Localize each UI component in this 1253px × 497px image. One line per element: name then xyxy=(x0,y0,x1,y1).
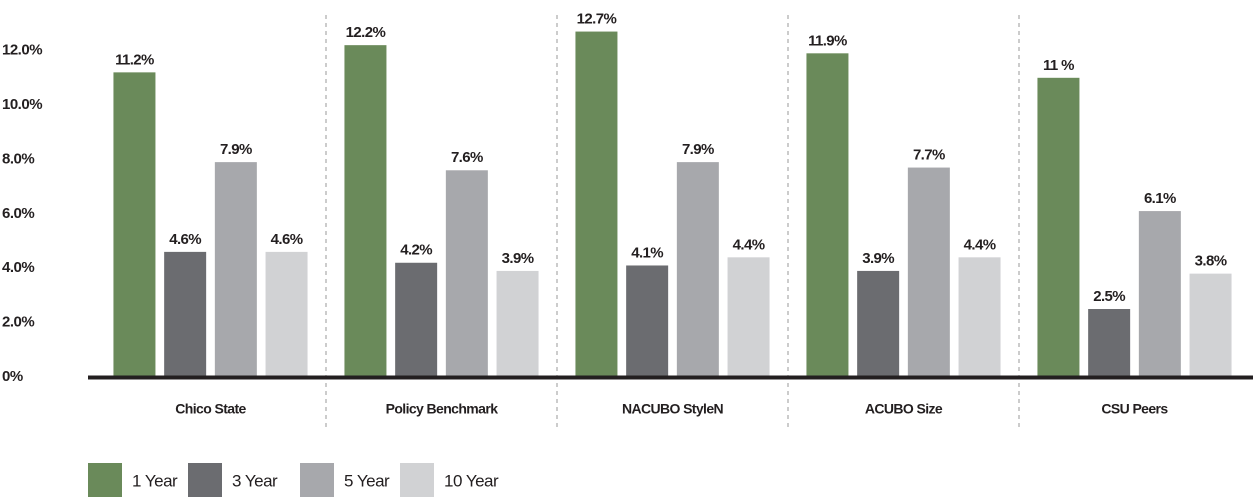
x-tick-label: Policy Benchmark xyxy=(386,401,499,417)
value-label: 3.9% xyxy=(862,250,894,267)
x-tick-label: ACUBO Size xyxy=(865,401,943,417)
value-label: 4.4% xyxy=(733,236,765,253)
legend-swatch xyxy=(188,463,222,497)
bar xyxy=(958,257,1001,377)
bar xyxy=(395,262,438,377)
y-tick-label: 4.0% xyxy=(2,259,34,276)
bar xyxy=(626,265,669,377)
value-label: 12.7% xyxy=(577,11,617,28)
bar xyxy=(727,257,770,377)
y-tick-label: 2.0% xyxy=(2,314,34,331)
legend-swatch xyxy=(400,463,434,497)
bar xyxy=(907,167,950,377)
baseline xyxy=(88,375,1253,380)
value-label: 3.8% xyxy=(1195,253,1227,270)
bar xyxy=(214,162,257,377)
value-label: 4.6% xyxy=(169,231,201,248)
value-label: 4.4% xyxy=(964,236,996,253)
value-label: 12.2% xyxy=(346,24,386,41)
x-tick-label: CSU Peers xyxy=(1101,401,1168,417)
y-tick-label: 12.0% xyxy=(2,42,42,59)
value-label: 7.9% xyxy=(682,141,714,158)
y-tick-label: 0% xyxy=(2,368,23,385)
bar xyxy=(1189,273,1232,377)
bar xyxy=(445,170,488,377)
bar xyxy=(164,251,207,377)
bar xyxy=(113,72,156,378)
bar xyxy=(857,270,900,377)
value-label: 4.2% xyxy=(400,242,432,259)
value-label: 7.7% xyxy=(913,147,945,164)
legend-label: 1 Year xyxy=(132,471,178,490)
value-label: 2.5% xyxy=(1093,288,1125,305)
bar xyxy=(806,53,849,377)
value-label: 7.9% xyxy=(220,141,252,158)
value-label: 3.9% xyxy=(502,250,534,267)
bar xyxy=(1037,77,1080,378)
legend-label: 3 Year xyxy=(232,471,278,490)
value-label: 4.1% xyxy=(631,244,663,261)
value-label: 11.2% xyxy=(115,51,154,68)
x-tick-label: NACUBO StyleN xyxy=(622,401,724,417)
bar xyxy=(1138,211,1181,377)
y-tick-label: 10.0% xyxy=(2,96,42,113)
value-label: 11 % xyxy=(1043,57,1074,74)
bar xyxy=(265,251,308,377)
x-tick-label: Chico State xyxy=(175,401,246,417)
value-label: 7.6% xyxy=(451,149,483,166)
legend-label: 5 Year xyxy=(344,471,390,490)
y-tick-label: 6.0% xyxy=(2,205,34,222)
bar xyxy=(1088,309,1131,377)
value-label: 4.6% xyxy=(271,231,303,248)
value-label: 11.9% xyxy=(808,32,847,49)
bar xyxy=(676,162,719,377)
bar xyxy=(344,45,387,377)
legend-swatch xyxy=(88,463,122,497)
y-tick-label: 8.0% xyxy=(2,150,34,167)
bar xyxy=(496,270,539,377)
legend-label: 10 Year xyxy=(444,471,499,490)
legend-swatch xyxy=(300,463,334,497)
value-label: 6.1% xyxy=(1144,190,1176,207)
bar xyxy=(575,31,618,378)
